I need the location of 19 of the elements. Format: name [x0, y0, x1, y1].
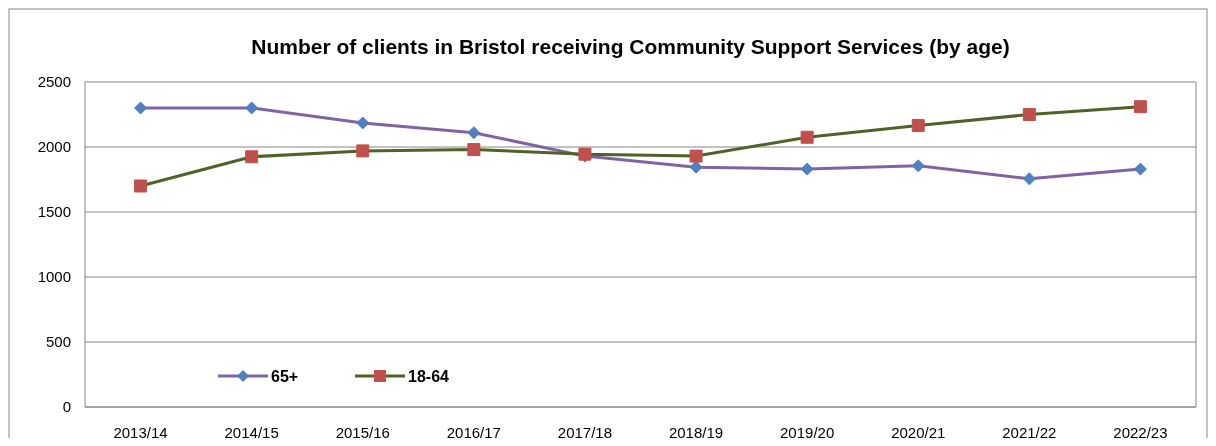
x-tick-label: 2016/17	[446, 424, 501, 441]
x-tick-label: 2018/19	[668, 424, 724, 441]
x-tick-label: 2022/23	[1113, 424, 1168, 441]
legend-label: 18-64	[408, 368, 450, 385]
x-tick-label: 2021/22	[1002, 424, 1057, 441]
legend-label: 65+	[271, 368, 299, 385]
x-tick-label: 2019/20	[780, 424, 835, 441]
y-tick-label: 2500	[37, 73, 71, 90]
x-tick-label: 2015/16	[335, 424, 390, 441]
y-tick-label: 0	[62, 398, 71, 415]
chart-title: Number of clients in Bristol receiving Community Support Services (by age)	[251, 35, 1010, 58]
x-tick-label: 2014/15	[224, 424, 279, 441]
y-tick-label: 1000	[37, 268, 71, 285]
y-tick-label: 2000	[37, 138, 71, 155]
x-tick-label: 2013/14	[113, 424, 168, 441]
y-tick-label: 500	[45, 333, 71, 350]
y-tick-label: 1500	[37, 203, 71, 220]
x-tick-label: 2020/21	[891, 424, 946, 441]
x-tick-label: 2017/18	[557, 424, 613, 441]
